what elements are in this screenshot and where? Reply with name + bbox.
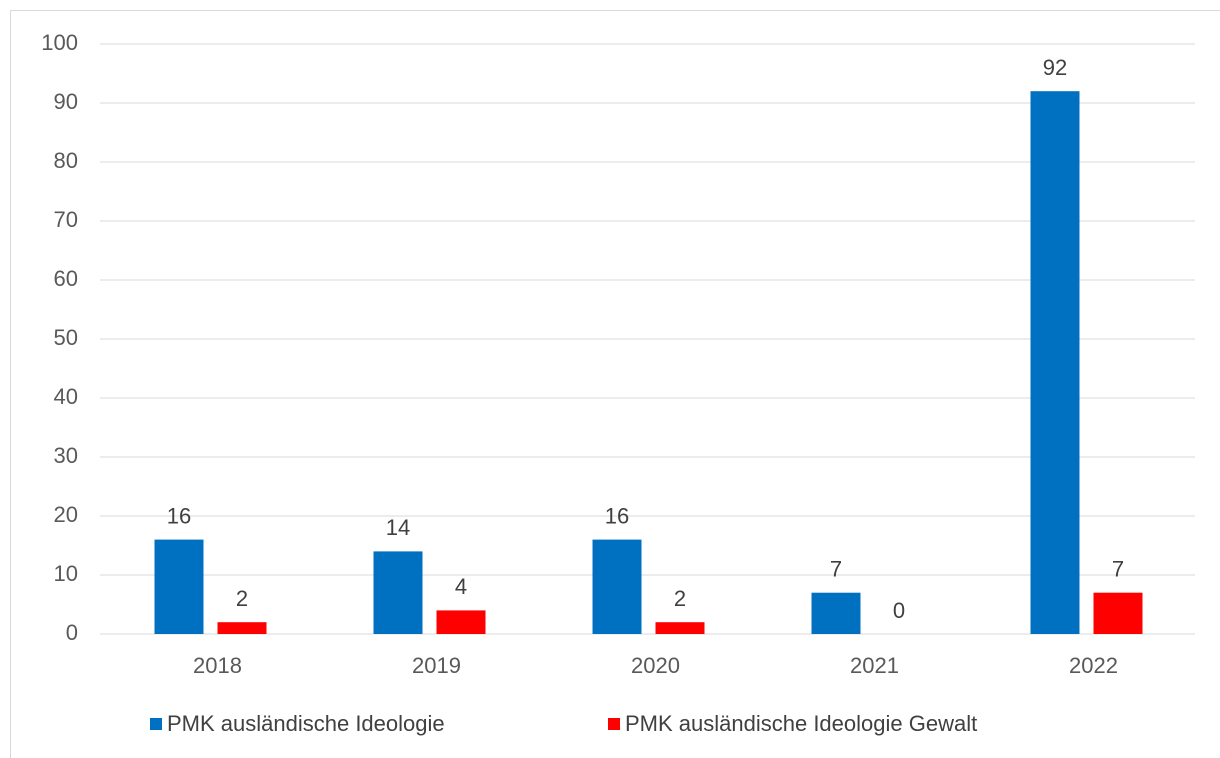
data-label: 2 (674, 586, 686, 611)
data-label: 16 (167, 503, 191, 528)
data-label: 7 (830, 557, 842, 582)
data-label: 92 (1043, 55, 1067, 80)
y-tick-label: 70 (54, 207, 78, 232)
y-tick-label: 10 (54, 561, 78, 586)
x-tick-label: 2020 (631, 653, 680, 678)
y-tick-label: 20 (54, 502, 78, 527)
bar (592, 539, 642, 634)
y-tick-label: 50 (54, 325, 78, 350)
x-tick-label: 2021 (850, 653, 899, 678)
bar (655, 622, 705, 634)
y-tick-label: 0 (66, 620, 78, 645)
x-tick-label: 2018 (193, 653, 242, 678)
legend-swatch (150, 718, 162, 730)
data-label: 2 (236, 586, 248, 611)
data-label: 16 (605, 503, 629, 528)
legend-label: PMK ausländische Ideologie Gewalt (625, 711, 977, 736)
data-label: 4 (455, 574, 467, 599)
y-tick-label: 90 (54, 89, 78, 114)
bar (1093, 592, 1143, 634)
x-tick-label: 2019 (412, 653, 461, 678)
y-tick-label: 40 (54, 384, 78, 409)
data-label: 7 (1112, 557, 1124, 582)
bar (217, 622, 267, 634)
bar (436, 610, 486, 634)
y-tick-label: 60 (54, 266, 78, 291)
bar (811, 592, 861, 634)
bar (373, 551, 423, 634)
bar (154, 539, 204, 634)
legend-swatch (608, 718, 620, 730)
x-tick-label: 2022 (1069, 653, 1118, 678)
data-label: 0 (893, 598, 905, 623)
y-tick-label: 100 (41, 30, 78, 55)
y-tick-label: 30 (54, 443, 78, 468)
y-tick-label: 80 (54, 148, 78, 173)
bar (1030, 91, 1080, 634)
data-label: 14 (386, 515, 410, 540)
legend-label: PMK ausländische Ideologie (167, 711, 445, 736)
